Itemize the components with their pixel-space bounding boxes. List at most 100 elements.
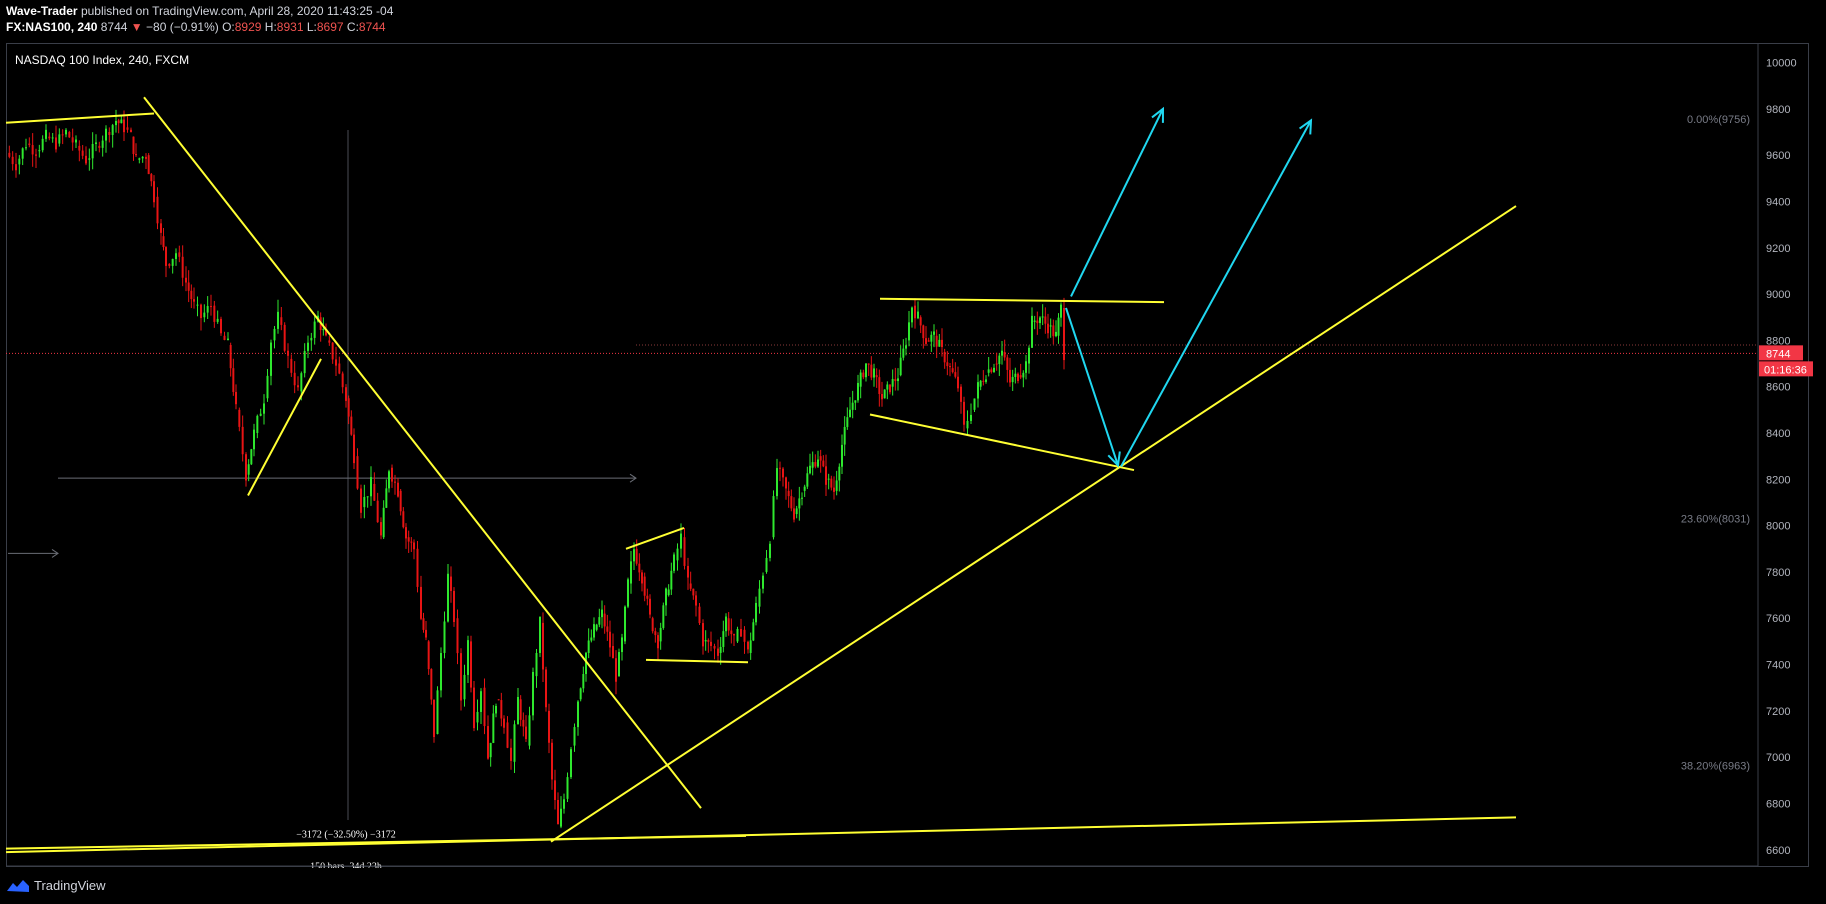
candle-body	[313, 321, 316, 338]
measure-bars-label: 150 bars, 34d 23h	[310, 861, 382, 868]
price-chart[interactable]: 0.00%(9756) 23.60%(8031) 38.20%(6963) −3172…	[0, 0, 1826, 868]
candle-body	[822, 460, 825, 467]
candle-body	[470, 641, 472, 688]
candle-body	[830, 478, 833, 488]
candle-body	[970, 414, 972, 421]
candle-body	[1011, 376, 1014, 383]
candle-body	[987, 369, 990, 373]
candle-body	[698, 606, 701, 624]
candle-body	[627, 579, 629, 607]
candle-body	[1022, 372, 1025, 378]
candle-body	[453, 590, 455, 623]
candle-body	[539, 616, 541, 653]
y-tick-label: 7800	[1766, 567, 1790, 579]
candle-body	[270, 342, 272, 376]
candle-body	[227, 338, 229, 340]
open-value: 8929	[234, 20, 262, 34]
candle-body	[436, 690, 439, 735]
candle-body	[957, 376, 959, 389]
candle-body	[595, 624, 598, 630]
candle-body	[338, 363, 341, 374]
candle-body	[425, 629, 427, 638]
candle-body	[1041, 316, 1044, 318]
candle-body	[373, 483, 376, 501]
candle-body	[213, 305, 216, 322]
candle-body	[135, 154, 137, 156]
candle-body	[765, 557, 768, 572]
candle-body	[331, 342, 334, 360]
y-tick-label: 7400	[1766, 660, 1790, 672]
candle-body	[883, 389, 886, 399]
candle-body	[573, 727, 576, 746]
candle-body	[98, 145, 101, 148]
candle-body	[747, 641, 749, 650]
candle-body	[825, 466, 827, 485]
candle-body	[517, 696, 519, 725]
candle-body	[733, 634, 735, 636]
candle-body	[982, 380, 985, 382]
y-tick-label: 8800	[1766, 335, 1790, 347]
trendline	[550, 205, 1517, 843]
candle-body	[120, 119, 123, 124]
candle-body	[190, 290, 193, 300]
candle-body	[995, 363, 998, 365]
candle-body	[762, 575, 764, 589]
left-ray-arrowhead	[51, 548, 59, 558]
candle-body	[427, 641, 430, 670]
candle-body	[582, 674, 585, 689]
candle-body	[943, 351, 946, 363]
candle-body	[930, 334, 933, 342]
candle-body	[416, 548, 419, 587]
candle-body	[659, 627, 662, 642]
author-name[interactable]: Wave-Trader	[6, 4, 78, 18]
candle-body	[606, 626, 609, 632]
footer-brand[interactable]: TradingView	[34, 878, 106, 893]
y-tick-label: 8200	[1766, 474, 1790, 486]
candle-body	[687, 565, 689, 578]
candle-body	[41, 138, 44, 151]
candle-body	[489, 742, 492, 758]
candle-body	[545, 669, 547, 708]
candle-body	[667, 589, 670, 596]
candle-body	[717, 648, 719, 656]
candle-body	[911, 307, 913, 323]
candle-body	[899, 357, 902, 376]
candle-body	[676, 548, 679, 561]
candle-body	[303, 350, 306, 374]
candle-body	[280, 317, 283, 325]
projection-arrow	[1120, 119, 1312, 468]
candle-body	[985, 379, 987, 382]
candle-body	[1052, 325, 1055, 337]
candle-body	[867, 363, 870, 365]
candle-body	[293, 372, 296, 386]
candle-body	[542, 622, 544, 670]
candle-body	[8, 152, 11, 157]
candle-body	[649, 598, 651, 615]
candle-body	[463, 674, 466, 700]
candle-body	[153, 181, 155, 203]
candle-body	[977, 382, 979, 399]
candle-body	[71, 137, 74, 143]
candle-body	[287, 350, 289, 356]
candle-body	[422, 618, 425, 630]
candle-body	[938, 339, 941, 347]
candle-body	[503, 718, 505, 728]
candle-body	[1009, 369, 1011, 383]
candle-body	[353, 434, 355, 464]
candle-body	[145, 156, 147, 159]
candle-body	[935, 335, 938, 347]
candle-body	[638, 563, 641, 573]
candle-body	[263, 403, 265, 414]
candle-body	[168, 263, 171, 266]
candle-body	[1003, 351, 1006, 358]
candle-body	[641, 572, 643, 584]
candle-body	[223, 335, 226, 340]
candle-body	[162, 236, 165, 248]
candle-body	[91, 144, 94, 159]
candle-body	[811, 462, 814, 468]
trendline	[869, 413, 1135, 472]
candle-body	[1036, 320, 1039, 324]
candle-body	[585, 652, 587, 675]
candle-body	[713, 646, 716, 649]
candle-body	[643, 576, 646, 596]
